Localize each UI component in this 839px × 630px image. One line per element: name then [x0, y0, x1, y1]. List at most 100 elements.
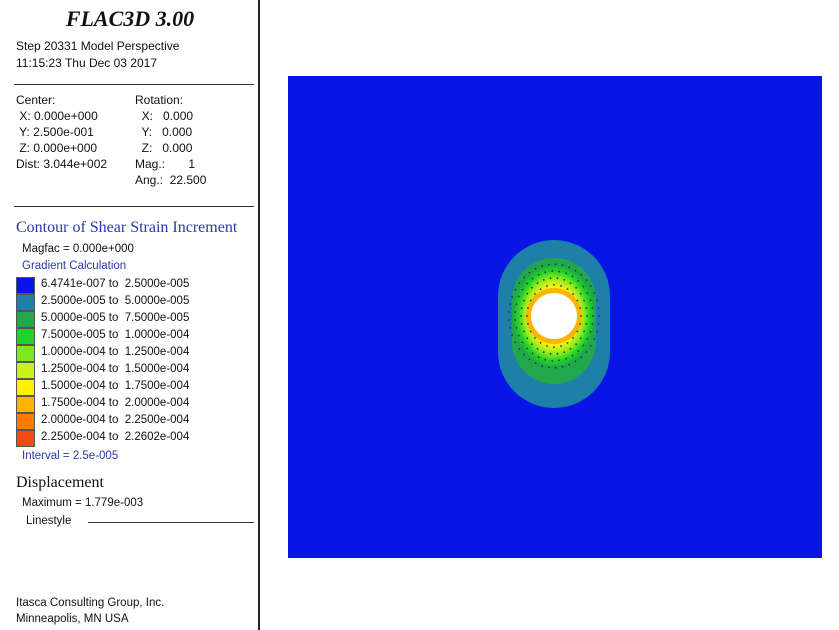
displacement-vector — [579, 337, 582, 340]
displacement-vector — [509, 303, 512, 306]
displacement-vector — [528, 358, 531, 361]
displacement-vector — [551, 270, 554, 273]
displacement-vector — [582, 285, 585, 288]
legend-range-label: 2.2500e-004 to 2.2602e-004 — [41, 431, 190, 443]
displacement-vector — [556, 277, 559, 280]
displacement-vector — [589, 285, 592, 288]
legend-row: 7.5000e-005 to 1.0000e-004 — [16, 328, 251, 345]
displacement-vector — [589, 299, 592, 302]
displacement-vector — [585, 323, 588, 325]
displacement-vector — [537, 273, 540, 276]
displacement-vector — [541, 265, 543, 267]
displacement-vector — [583, 299, 585, 302]
displacement-vector — [531, 286, 533, 289]
displacement-vector — [561, 365, 564, 368]
displacement-vector — [536, 282, 539, 284]
displacement-vector — [568, 266, 571, 269]
displacement-maximum: Maximum = 1.779e-003 — [22, 497, 144, 509]
legend-row: 1.7500e-004 to 2.0000e-004 — [16, 396, 251, 413]
displacement-vector — [514, 288, 517, 291]
legend-range-label: 6.4741e-007 to 2.5000e-005 — [41, 278, 190, 290]
displacement-vector — [585, 307, 588, 309]
displacement-vector — [508, 319, 510, 321]
displacement-vector — [534, 337, 536, 339]
legend-range-label: 2.5000e-005 to 5.0000e-005 — [41, 295, 190, 307]
displacement-vector — [515, 303, 518, 305]
displacement-vector — [534, 362, 537, 365]
displacement-vector — [592, 315, 594, 317]
center-y: Y: 2.500e-001 — [16, 125, 94, 139]
displacement-vector — [576, 330, 579, 333]
displacement-vector — [527, 307, 529, 309]
magnification: Mag.: 1 — [135, 157, 196, 171]
displacement-vector — [526, 315, 528, 317]
displacement-vector — [509, 326, 512, 329]
displacement-vector — [520, 315, 522, 317]
displacement-vector — [569, 282, 572, 284]
displacement-vector — [589, 344, 592, 347]
displacement-vector — [574, 269, 577, 272]
displacement-vector — [549, 277, 552, 280]
rotation-x: X: 0.000 — [135, 109, 194, 123]
displacement-vector — [536, 348, 539, 350]
contour-title: Contour of Shear Strain Increment — [16, 219, 238, 236]
displacement-vector — [551, 359, 554, 362]
legend-row: 2.5000e-005 to 5.0000e-005 — [16, 294, 251, 311]
displacement-vector — [566, 342, 569, 344]
displacement-vector — [529, 330, 532, 333]
displacement-vector — [572, 293, 574, 295]
timestamp: 11:15:23 Thu Dec 03 2017 — [16, 56, 157, 70]
displacement-vector — [527, 323, 529, 325]
displacement-vector — [547, 263, 550, 266]
distance: Dist: 3.044e+002 — [16, 157, 108, 171]
magfac-value: Magfac = 0.000e+000 — [22, 243, 134, 255]
legend-range-label: 1.5000e-004 to 1.7500e-004 — [41, 380, 190, 392]
displacement-vector — [580, 315, 582, 317]
displacement-vector — [546, 345, 548, 347]
displacement-vector — [586, 292, 589, 294]
legend-panel: FLAC3D 3.00 Step 20331 Model Perspective… — [0, 0, 260, 630]
legend-row: 1.0000e-004 to 1.2500e-004 — [16, 345, 251, 362]
displacement-vector — [523, 330, 525, 333]
displacement-vector — [526, 337, 529, 340]
displacement-vector — [531, 352, 534, 355]
displacement-vector — [544, 358, 547, 361]
displacement-vector — [583, 330, 585, 333]
legend-range-label: 5.0000e-005 to 7.5000e-005 — [41, 312, 190, 324]
model-viewport[interactable] — [288, 76, 822, 558]
displacement-vector — [579, 292, 582, 295]
displacement-vector — [569, 348, 572, 350]
displacement-vector — [585, 279, 588, 281]
displacement-vector — [529, 299, 532, 302]
displacement-vectors — [508, 263, 600, 369]
app-title: FLAC3D 3.00 — [65, 6, 195, 31]
displacement-vector — [580, 273, 583, 276]
displacement-vector — [560, 345, 562, 347]
linestyle-sample-line — [88, 522, 254, 523]
rotation-y: Y: 0.000 — [135, 125, 193, 139]
displacement-vector — [597, 323, 600, 325]
displacement-vector — [571, 275, 574, 278]
displacement-vector — [597, 307, 600, 309]
displacement-vector — [521, 341, 524, 344]
displacement-vector — [591, 307, 594, 309]
displacement-vector — [571, 354, 574, 357]
displacement-vector — [558, 359, 561, 362]
displacement-vector — [537, 356, 540, 359]
displacement-vector — [566, 288, 569, 290]
legend-swatch — [16, 345, 35, 362]
legend-range-label: 7.5000e-005 to 1.0000e-004 — [41, 329, 190, 341]
separator — [14, 206, 254, 207]
displacement-vector — [549, 352, 552, 355]
displacement-vector — [553, 284, 555, 286]
rotation-z: Z: 0.000 — [135, 141, 193, 155]
displacement-vector — [574, 360, 577, 363]
displacement-vector — [556, 352, 559, 355]
displacement-vector — [531, 277, 534, 280]
company-name: Itasca Consulting Group, Inc. — [16, 597, 165, 609]
company-location: Minneapolis, MN USA — [16, 613, 129, 625]
displacement-vector — [554, 366, 557, 369]
displacement-vector — [560, 285, 562, 287]
displacement-vector — [576, 299, 579, 302]
